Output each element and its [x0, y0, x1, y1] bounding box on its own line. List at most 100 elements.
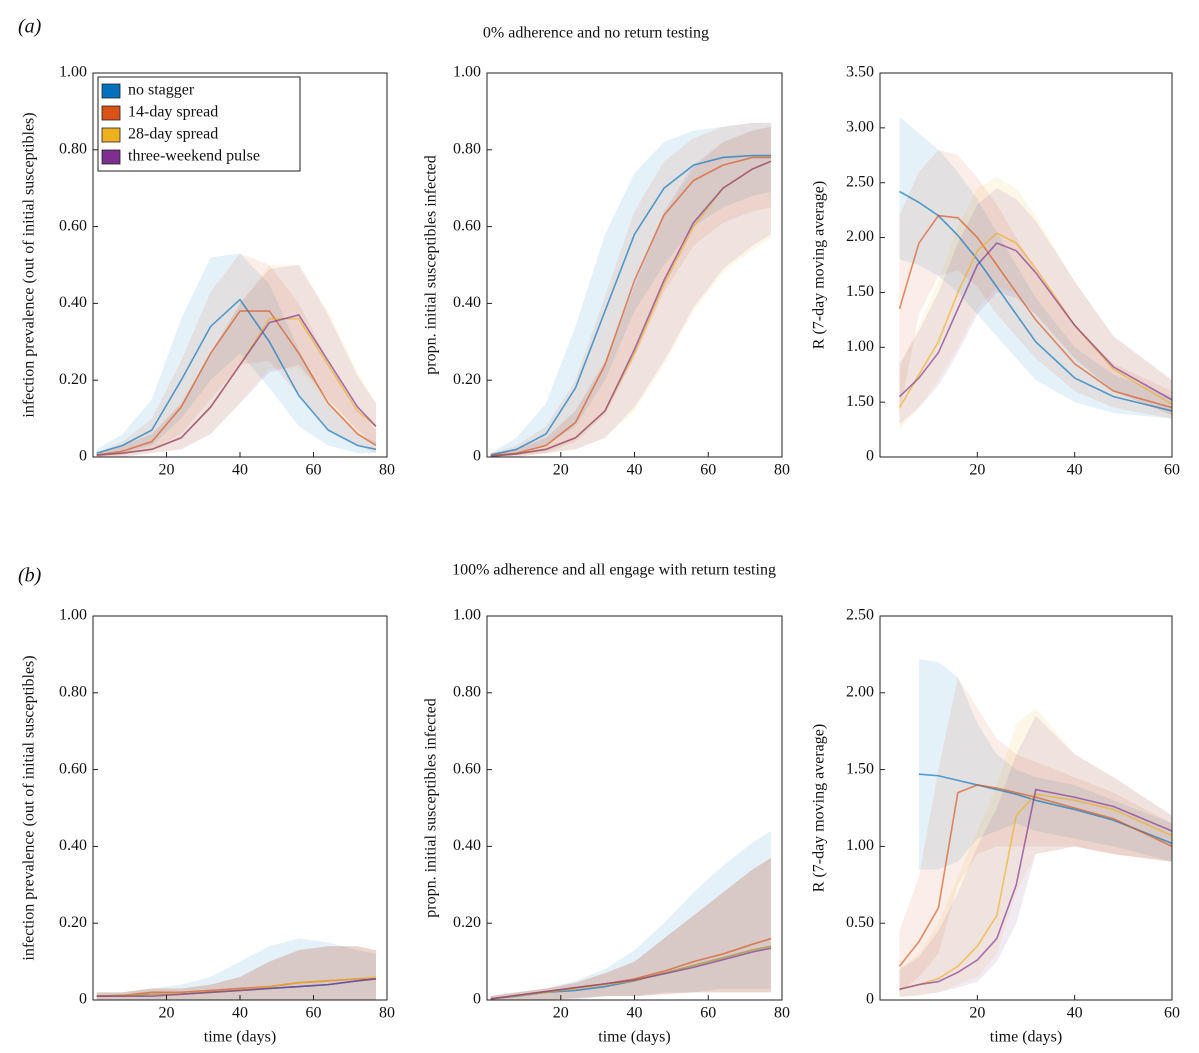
series-line: [490, 160, 772, 458]
y-tick-label: 0.50: [846, 914, 874, 931]
series-line: [918, 773, 1173, 845]
series-line: [899, 793, 1173, 991]
series-line: [490, 154, 771, 456]
y-tick-label: 0.80: [453, 140, 481, 157]
y-tick-label: 1.50: [846, 283, 874, 300]
plot-frame: [879, 72, 1173, 458]
x-tick-label: 40: [232, 1005, 248, 1022]
x-tick-label: 60: [306, 462, 322, 479]
y-tick-label: 3.00: [846, 119, 874, 136]
y-axis-label: infection prevalence (out of initial sus…: [21, 655, 38, 960]
x-tick-label: 60: [1164, 462, 1180, 479]
y-tick-label: 0.20: [453, 371, 481, 388]
confidence-band: [899, 177, 1172, 430]
x-tick-label: 40: [232, 462, 248, 479]
y-tick-label: 0: [866, 991, 874, 1008]
y-tick-label: 1.00: [453, 64, 481, 81]
x-tick-label: 20: [553, 1005, 569, 1022]
confidence-band: [899, 149, 1172, 419]
x-tick-label: 20: [553, 462, 569, 479]
series-line: [490, 947, 772, 1000]
y-tick-label: 2.50: [846, 173, 874, 190]
confidence-band: [490, 857, 771, 1000]
x-tick-label: 20: [159, 462, 175, 479]
series-line: [899, 788, 1173, 991]
x-axis-label: time (days): [598, 1029, 670, 1046]
x-tick-label: 80: [379, 462, 395, 479]
y-tick-label: 2.00: [846, 228, 874, 245]
confidence-band: [899, 677, 1172, 993]
x-tick-label: 80: [774, 462, 790, 479]
y-tick-label: 0.60: [453, 760, 481, 777]
legend-label: no stagger: [128, 82, 195, 99]
x-tick-label: 40: [627, 1005, 643, 1022]
y-tick-label: 0.80: [59, 683, 87, 700]
y-tick-label: 1.50: [846, 393, 874, 410]
x-tick-label: 80: [774, 1005, 790, 1022]
confidence-band: [490, 857, 771, 1000]
x-tick-label: 80: [379, 1005, 395, 1022]
confidence-band: [490, 831, 771, 1000]
x-tick-label: 40: [627, 462, 643, 479]
y-tick-label: 0.20: [59, 371, 87, 388]
y-tick-label: 0: [473, 448, 481, 465]
confidence-band: [899, 708, 1172, 997]
series-line: [96, 298, 377, 454]
confidence-band: [490, 126, 771, 457]
x-axis-label: time (days): [990, 1029, 1062, 1046]
confidence-band: [96, 265, 376, 457]
y-axis-label: R (7-day moving average): [811, 181, 828, 349]
confidence-band: [96, 265, 376, 457]
legend-label: three-weekend pulse: [128, 148, 260, 165]
y-tick-label: 0: [473, 991, 481, 1008]
confidence-band: [899, 116, 1172, 419]
confidence-band: [490, 126, 771, 457]
series-line: [899, 190, 1173, 412]
y-tick-label: 1.50: [846, 760, 874, 777]
x-tick-label: 20: [159, 1005, 175, 1022]
series-line: [96, 310, 377, 456]
legend-box: [97, 76, 301, 172]
x-tick-label: 40: [1067, 1005, 1083, 1022]
plot-frame: [879, 615, 1173, 1001]
y-tick-label: 0.80: [59, 140, 87, 157]
x-tick-label: 40: [1067, 462, 1083, 479]
y-tick-label: 0.40: [453, 837, 481, 854]
y-tick-label: 0.60: [59, 217, 87, 234]
y-tick-label: 0.20: [59, 914, 87, 931]
y-tick-label: 0.80: [453, 683, 481, 700]
y-tick-label: 0.40: [59, 294, 87, 311]
x-tick-label: 60: [306, 1005, 322, 1022]
legend-label: 14-day spread: [128, 104, 218, 121]
series-line: [898, 784, 1173, 967]
series-line: [96, 313, 377, 456]
y-tick-label: 2.00: [846, 683, 874, 700]
y-tick-label: 3.50: [846, 64, 874, 81]
y-tick-label: 0: [79, 448, 87, 465]
x-tick-label: 60: [1164, 1005, 1180, 1022]
y-tick-label: 2.50: [846, 607, 874, 624]
y-tick-label: 0: [866, 448, 874, 465]
y-axis-label: R (7-day moving average): [811, 724, 828, 892]
y-tick-label: 0: [79, 991, 87, 1008]
y-tick-label: 0.60: [59, 760, 87, 777]
y-tick-label: 1.00: [846, 837, 874, 854]
y-tick-label: 0.20: [453, 914, 481, 931]
y-tick-label: 1.00: [453, 607, 481, 624]
section-title: 100% adherence and all engage with retur…: [452, 562, 776, 579]
y-tick-label: 1.00: [846, 338, 874, 355]
section-title: 0% adherence and no return testing: [483, 25, 709, 42]
x-axis-label: time (days): [204, 1029, 276, 1046]
panel-label: (a): [18, 16, 42, 38]
confidence-band: [96, 938, 376, 1000]
y-tick-label: 0.40: [59, 837, 87, 854]
x-tick-label: 60: [700, 462, 716, 479]
panel-label: (b): [18, 565, 42, 587]
y-tick-label: 1.00: [59, 607, 87, 624]
legend-label: 28-day spread: [128, 126, 218, 143]
x-tick-label: 60: [700, 1005, 716, 1022]
series-line: [490, 156, 771, 457]
confidence-band: [490, 857, 771, 1000]
legend-swatch: [101, 149, 121, 165]
